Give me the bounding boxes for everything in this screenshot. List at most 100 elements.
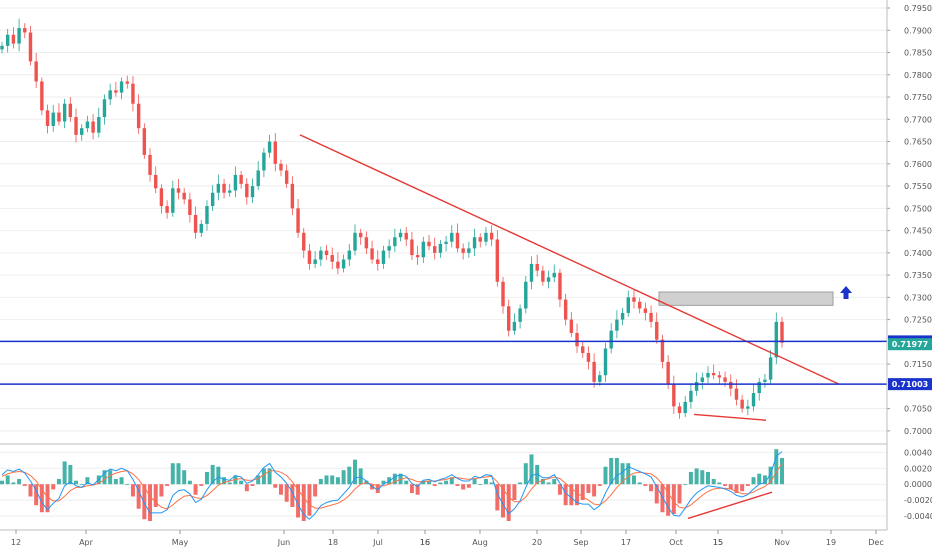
- candle-body: [165, 206, 169, 213]
- histogram-bar: [136, 484, 141, 509]
- candle-body: [558, 272, 562, 300]
- histogram-bar: [523, 463, 528, 485]
- candle-body: [706, 373, 710, 378]
- histogram-bar: [85, 477, 90, 485]
- time-tick-label: Apr: [79, 538, 94, 547]
- histogram-bar: [153, 484, 158, 507]
- candle-body: [427, 241, 431, 247]
- candle-body: [450, 232, 454, 242]
- histogram-bar: [284, 484, 289, 502]
- osc-tick-label: 0.0020: [904, 464, 932, 473]
- histogram-bar: [267, 468, 272, 485]
- candle-body: [51, 112, 55, 126]
- time-tick-label: Aug: [472, 538, 488, 547]
- candle-body: [535, 263, 539, 271]
- histogram-bar: [512, 484, 517, 500]
- candle-body: [290, 183, 295, 209]
- candle-body: [119, 81, 124, 93]
- candle-body: [245, 183, 249, 198]
- candle-body: [74, 117, 78, 135]
- histogram-bar: [711, 478, 716, 485]
- candle-body: [734, 388, 739, 400]
- candle-body: [279, 163, 283, 171]
- histogram-bar: [159, 484, 164, 497]
- histogram-bar: [449, 477, 454, 485]
- histogram-bar: [74, 480, 79, 485]
- candle-body: [370, 248, 374, 260]
- candle-body: [62, 103, 67, 122]
- histogram-bar: [204, 471, 209, 485]
- candle-body: [620, 312, 625, 320]
- last-price-label: 0.71977: [892, 340, 928, 349]
- histogram-bar: [427, 480, 431, 485]
- candle-body: [615, 319, 619, 331]
- resistance-zone: [658, 291, 834, 306]
- drawing-overlays: [0, 134, 887, 421]
- histogram-bar: [569, 484, 574, 506]
- candle-body: [592, 361, 596, 382]
- candle-body: [296, 208, 300, 233]
- histogram-bar: [671, 484, 676, 514]
- histogram-bar: [631, 475, 636, 485]
- candle-body: [358, 232, 363, 238]
- candle-body: [655, 321, 659, 340]
- osc-tick-label: -0.0040: [904, 512, 932, 521]
- histogram-bar: [34, 484, 39, 506]
- candle-body: [171, 188, 175, 213]
- candle-body: [746, 406, 750, 409]
- histogram-bar: [307, 484, 312, 516]
- candle-body: [421, 241, 426, 258]
- candle-body: [131, 83, 135, 104]
- histogram-bar: [130, 484, 135, 497]
- candle-body: [302, 232, 306, 251]
- candle-body: [267, 141, 272, 153]
- candle-body: [438, 243, 443, 253]
- time-tick-label: 16: [420, 538, 430, 547]
- histogram-bar: [125, 484, 130, 486]
- histogram-bar: [148, 484, 153, 521]
- candle-body: [125, 81, 129, 84]
- histogram-bar: [592, 484, 597, 497]
- candle-body: [700, 377, 704, 382]
- candle-body: [666, 361, 670, 385]
- histogram-bar: [301, 484, 306, 521]
- histogram-bar: [745, 484, 750, 486]
- histogram-bar: [478, 484, 483, 486]
- histogram-bar: [142, 484, 147, 520]
- up-arrow-icon: [840, 286, 852, 299]
- candle-body: [626, 297, 630, 313]
- candle-body: [28, 32, 33, 62]
- histogram-bar: [5, 475, 10, 485]
- candle-body: [541, 270, 545, 282]
- histogram-bar: [717, 482, 722, 485]
- histogram-bar: [620, 463, 625, 485]
- histogram-bar: [757, 473, 762, 485]
- candle-body: [740, 399, 744, 409]
- histogram-bar: [529, 454, 534, 485]
- histogram-bar: [313, 484, 318, 497]
- candle-body: [478, 237, 482, 242]
- histogram-bar: [210, 464, 215, 485]
- candle-body: [780, 321, 784, 343]
- candle-body: [404, 232, 408, 240]
- histogram-bar: [780, 457, 784, 485]
- histogram-bar: [557, 484, 562, 495]
- candle-body: [205, 206, 209, 224]
- oscillator-divergence-line: [687, 491, 773, 520]
- candle-body: [723, 377, 727, 382]
- histogram-bar: [176, 463, 181, 485]
- candle-body: [330, 255, 334, 262]
- oscillator-pane: [0, 449, 784, 521]
- candle-body: [239, 174, 243, 184]
- histogram-bar: [495, 484, 500, 511]
- histogram-bar: [113, 478, 118, 485]
- histogram-bar: [654, 484, 659, 504]
- candle-body: [34, 61, 38, 82]
- histogram-bar: [421, 480, 426, 485]
- histogram-bar: [518, 482, 523, 485]
